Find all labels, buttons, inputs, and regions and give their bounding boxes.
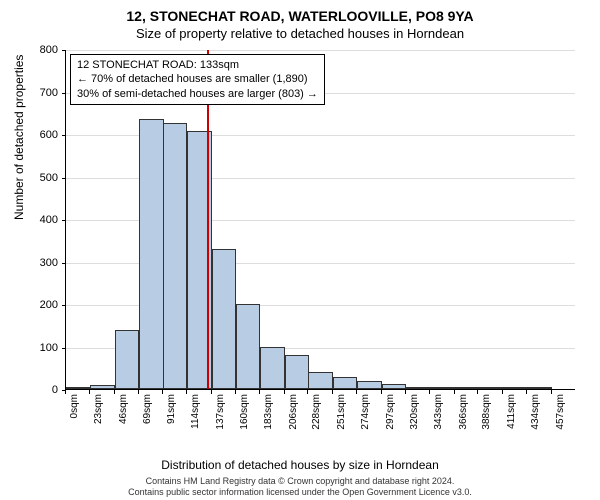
x-tick-label: 434sqm: [530, 394, 541, 430]
x-tick-mark: [89, 390, 90, 394]
x-tick-label: 343sqm: [433, 394, 444, 430]
info-line-2: ← 70% of detached houses are smaller (1,…: [77, 72, 318, 86]
histogram-bar: [455, 387, 479, 389]
x-tick-mark: [381, 390, 382, 394]
info-line-3: 30% of semi-detached houses are larger (…: [77, 87, 318, 101]
y-tick-mark: [62, 348, 66, 349]
x-tick-mark: [235, 390, 236, 394]
chart-container: 0100200300400500600700800 12 STONECHAT R…: [65, 50, 575, 420]
y-tick-label: 500: [28, 172, 58, 184]
x-tick-mark: [65, 390, 66, 394]
x-tick-label: 160sqm: [239, 394, 250, 430]
x-tick-label: 411sqm: [506, 394, 517, 429]
y-tick-mark: [62, 263, 66, 264]
x-tick-mark: [162, 390, 163, 394]
x-tick-label: 388sqm: [481, 394, 492, 430]
histogram-bar: [139, 119, 163, 389]
y-tick-label: 100: [28, 342, 58, 354]
x-tick-label: 183sqm: [263, 394, 274, 430]
y-tick-label: 700: [28, 87, 58, 99]
x-tick-label: 23sqm: [93, 394, 104, 424]
x-tick-label: 0sqm: [69, 394, 80, 418]
x-tick-mark: [211, 390, 212, 394]
x-tick-label: 228sqm: [311, 394, 322, 430]
x-tick-mark: [114, 390, 115, 394]
histogram-bar: [115, 330, 139, 390]
footer-line-1: Contains HM Land Registry data © Crown c…: [0, 476, 600, 487]
histogram-bar: [382, 384, 406, 389]
y-tick-label: 0: [28, 384, 58, 396]
histogram-bar: [406, 387, 430, 389]
x-tick-label: 457sqm: [555, 394, 566, 430]
x-tick-label: 69sqm: [142, 394, 153, 424]
x-tick-mark: [356, 390, 357, 394]
x-tick-label: 137sqm: [215, 394, 226, 430]
histogram-bar: [527, 387, 551, 389]
y-tick-mark: [62, 93, 66, 94]
info-line-1: 12 STONECHAT ROAD: 133sqm: [77, 58, 318, 72]
x-tick-label: 320sqm: [409, 394, 420, 430]
y-tick-label: 200: [28, 299, 58, 311]
x-tick-mark: [502, 390, 503, 394]
histogram-bar: [212, 249, 236, 389]
x-tick-label: 91sqm: [166, 394, 177, 424]
y-tick-mark: [62, 178, 66, 179]
x-tick-label: 114sqm: [190, 394, 201, 429]
histogram-bar: [478, 387, 502, 389]
plot-area: 0100200300400500600700800 12 STONECHAT R…: [65, 50, 575, 390]
gridline: [66, 50, 575, 51]
histogram-bar: [357, 381, 381, 390]
x-tick-mark: [454, 390, 455, 394]
x-tick-mark: [307, 390, 308, 394]
histogram-bar: [503, 387, 527, 389]
y-tick-mark: [62, 50, 66, 51]
y-tick-label: 300: [28, 257, 58, 269]
x-tick-mark: [259, 390, 260, 394]
histogram-bar: [430, 387, 454, 389]
chart-title-sub: Size of property relative to detached ho…: [0, 26, 600, 41]
x-tick-label: 46sqm: [118, 394, 129, 424]
x-tick-mark: [405, 390, 406, 394]
x-tick-label: 274sqm: [360, 394, 371, 430]
chart-footer: Contains HM Land Registry data © Crown c…: [0, 476, 600, 498]
x-tick-label: 366sqm: [458, 394, 469, 430]
histogram-bar: [236, 304, 260, 389]
y-tick-mark: [62, 220, 66, 221]
x-tick-mark: [477, 390, 478, 394]
footer-line-2: Contains public sector information licen…: [0, 487, 600, 498]
x-tick-label: 251sqm: [336, 394, 347, 430]
y-tick-mark: [62, 305, 66, 306]
histogram-bar: [163, 123, 187, 389]
x-tick-mark: [284, 390, 285, 394]
y-axis-label: Number of detached properties: [12, 55, 26, 220]
y-tick-label: 400: [28, 214, 58, 226]
histogram-bar: [333, 377, 357, 389]
x-tick-mark: [551, 390, 552, 394]
histogram-bar: [66, 387, 90, 389]
x-tick-mark: [332, 390, 333, 394]
x-tick-mark: [526, 390, 527, 394]
y-tick-label: 800: [28, 44, 58, 56]
chart-title-main: 12, STONECHAT ROAD, WATERLOOVILLE, PO8 9…: [0, 0, 600, 24]
x-tick-mark: [138, 390, 139, 394]
x-tick-mark: [429, 390, 430, 394]
y-tick-mark: [62, 135, 66, 136]
chart-info-box: 12 STONECHAT ROAD: 133sqm ← 70% of detac…: [70, 54, 325, 105]
histogram-bar: [90, 385, 114, 389]
y-tick-label: 600: [28, 129, 58, 141]
x-axis-label: Distribution of detached houses by size …: [0, 458, 600, 472]
histogram-bar: [285, 355, 309, 389]
x-tick-label: 206sqm: [288, 394, 299, 430]
histogram-bar: [308, 372, 332, 389]
x-tick-label: 297sqm: [385, 394, 396, 430]
histogram-bar: [260, 347, 284, 390]
x-tick-mark: [186, 390, 187, 394]
